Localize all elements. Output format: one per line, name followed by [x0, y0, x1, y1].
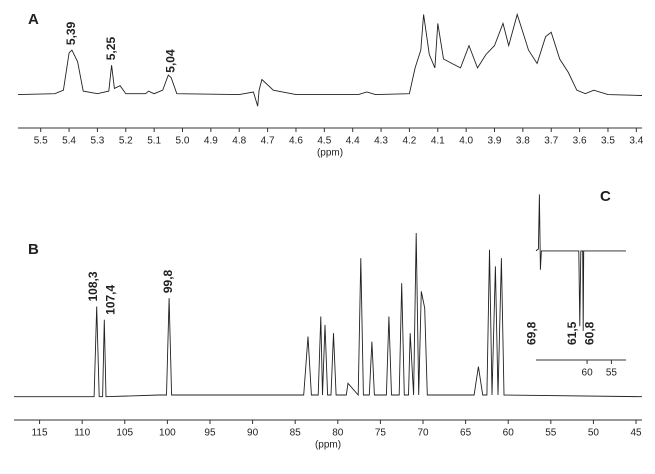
x-tick-label: 60: [503, 428, 515, 439]
x-tick-label: 3.7: [544, 136, 558, 147]
x-tick-label: 105: [116, 428, 133, 439]
peak-label: 5,25: [104, 37, 118, 61]
x-tick-label: 95: [204, 428, 216, 439]
x-axis-label: (ppm): [317, 148, 343, 159]
x-tick-label: 75: [375, 428, 387, 439]
x-tick-label: 4.6: [289, 136, 303, 147]
x-tick-label: 4.7: [261, 136, 275, 147]
x-axis-label: (ppm): [315, 440, 341, 451]
x-tick-label: 65: [460, 428, 472, 439]
x-tick-label: 4.5: [317, 136, 331, 147]
x-tick-label: 110: [74, 428, 90, 439]
x-tick-label: 50: [588, 428, 600, 439]
x-tick-label: 4.1: [431, 136, 445, 147]
peak-label: 107,4: [103, 284, 117, 314]
x-tick-label: 85: [290, 428, 302, 439]
x-tick-label: 5.5: [34, 136, 48, 147]
x-tick-label: 4.2: [402, 136, 416, 147]
peak-label: 69,8: [525, 321, 539, 345]
x-tick-label: 45: [630, 428, 642, 439]
x-tick-label: 3.8: [516, 136, 530, 147]
x-tick-label: 55: [545, 428, 557, 439]
x-tick-label: 4.4: [346, 136, 360, 147]
x-tick-label: 90: [247, 428, 259, 439]
peak-label: 99,8: [161, 269, 175, 293]
x-tick-label: 3.9: [488, 136, 502, 147]
x-tick-label: 4.9: [204, 136, 218, 147]
peak-label: 108,3: [86, 271, 100, 301]
x-tick-label: 5.2: [119, 136, 133, 147]
x-tick-label: 4.3: [374, 136, 388, 147]
peak-label: 61,5: [565, 321, 579, 345]
x-tick-label: 5.0: [176, 136, 190, 147]
spectrum-line: [17, 12, 643, 107]
spectrum-line: [14, 232, 643, 398]
panel-label: A: [28, 11, 39, 28]
x-tick-label: 5.4: [62, 136, 76, 147]
panel-label: B: [28, 241, 39, 258]
peak-label: 5,39: [64, 21, 78, 45]
x-tick-label: 3.6: [573, 136, 587, 147]
x-tick-label: 4.0: [459, 136, 473, 147]
peak-label: 5,04: [163, 49, 177, 73]
x-tick-label: 5.1: [147, 136, 161, 147]
x-tick-label: 5.3: [90, 136, 104, 147]
x-tick-label: 3.5: [601, 136, 615, 147]
x-tick-label: 70: [417, 428, 429, 439]
panel-label: C: [600, 188, 611, 205]
x-tick-label: 60: [582, 368, 594, 379]
x-tick-label: 115: [32, 428, 48, 439]
spectrum-line: [535, 194, 626, 331]
x-tick-label: 100: [159, 428, 176, 439]
peak-label: 60,8: [582, 321, 596, 345]
x-tick-label: 80: [332, 428, 344, 439]
x-tick-label: 55: [606, 368, 618, 379]
x-tick-label: 4.8: [232, 136, 246, 147]
x-tick-label: 3.4: [629, 136, 643, 147]
